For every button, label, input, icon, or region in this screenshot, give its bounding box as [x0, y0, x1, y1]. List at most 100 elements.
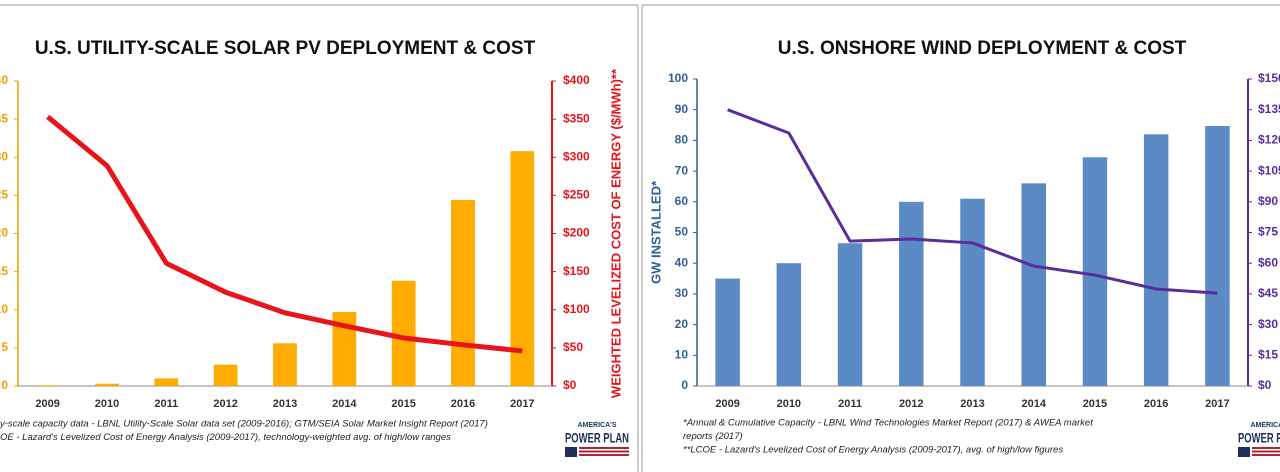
logo-stripe	[579, 454, 629, 456]
footnote: y-scale capacity data - LBNL Utility-Sca…	[0, 419, 488, 430]
y2-tick-label: $120	[1258, 133, 1280, 147]
y2-tick-label: $75	[1258, 225, 1278, 239]
y-tick-label: 70	[675, 163, 689, 177]
logo-stripe	[579, 447, 629, 449]
y2-tick-label: $400	[563, 73, 590, 87]
bar	[273, 343, 297, 386]
chart-title: U.S. ONSHORE WIND DEPLOYMENT & COST	[778, 38, 1187, 59]
y2-axis-title: WEIGHTED LEVELIZED COST OF ENERGY ($/MWh…	[608, 68, 623, 398]
y-tick-label: 50	[675, 225, 689, 239]
x-tick-label: 2015	[1083, 398, 1107, 410]
y-tick-label: 100	[668, 71, 688, 85]
logo-top: AMERICA'S	[578, 422, 617, 429]
y2-tick-label: $300	[563, 149, 590, 163]
y-tick-label: 20	[0, 226, 8, 240]
y2-tick-label: $15	[1258, 347, 1278, 361]
y-tick-label: 5	[1, 340, 8, 354]
y2-tick-label: $100	[563, 302, 590, 316]
logo-bottom: POWER PLAN	[565, 430, 629, 446]
y-axis-title: GW INSTALLED*	[648, 180, 663, 284]
x-tick-label: 2016	[1144, 398, 1168, 410]
bar	[837, 243, 863, 386]
bar	[35, 385, 60, 386]
bar	[95, 383, 119, 386]
y2-tick-label: $250	[563, 188, 590, 202]
y2-tick-label: $105	[1258, 163, 1280, 177]
chart-title: U.S. UTILITY-SCALE SOLAR PV DEPLOYMENT &…	[35, 38, 536, 59]
y2-tick-label: $45	[1258, 286, 1278, 300]
y-tick-label: 25	[0, 188, 8, 202]
cost-line	[727, 108, 1218, 295]
logo-stripe	[1252, 454, 1280, 456]
bar	[1143, 134, 1169, 386]
y2-tick-label: $150	[563, 264, 590, 278]
y2-tick-label: $350	[563, 111, 590, 125]
y-tick-label: 40	[675, 255, 689, 269]
footnote: *Annual & Cumulative Capacity - LBNL Win…	[683, 418, 1093, 429]
y-tick-label: 0	[681, 378, 688, 392]
y2-tick-label: $0	[563, 378, 577, 392]
y-tick-label: 90	[675, 102, 689, 116]
x-tick-label: 2014	[332, 398, 357, 410]
x-tick-label: 2011	[154, 398, 178, 410]
y-tick-label: 60	[675, 194, 689, 208]
y2-tick-label: $200	[563, 226, 590, 240]
x-tick-label: 2012	[899, 398, 923, 410]
logo-stripe	[579, 450, 629, 453]
x-tick-label: 2011	[838, 398, 862, 410]
bar	[715, 278, 740, 386]
x-tick-label: 2014	[1021, 398, 1046, 410]
y2-tick-label: $0	[1258, 378, 1272, 392]
y2-tick-label: $30	[1258, 317, 1278, 331]
bar	[1021, 183, 1046, 386]
bar	[391, 280, 416, 386]
y-tick-label: 0	[1, 378, 8, 392]
bar	[510, 151, 535, 386]
bar	[213, 364, 238, 386]
logo-bottom: POWER PLAN	[1238, 430, 1280, 446]
y-tick-label: 20	[675, 317, 689, 331]
x-tick-label: 2010	[95, 398, 119, 410]
bar	[451, 199, 475, 386]
bar	[960, 198, 985, 386]
y-tick-label: 15	[0, 264, 8, 278]
x-tick-label: 2012	[213, 398, 237, 410]
x-tick-label: 2017	[510, 398, 534, 410]
cost-line	[46, 114, 523, 354]
logo-flag	[565, 447, 577, 457]
footnote: **LCOE - Lazard's Levelized Cost of Ener…	[683, 445, 1063, 456]
x-tick-label: 2010	[777, 398, 801, 410]
x-tick-label: 2013	[960, 398, 984, 410]
footnote: reports (2017)	[683, 431, 743, 442]
y-tick-label: 40	[0, 73, 8, 87]
logo-flag	[1238, 447, 1250, 457]
y-tick-label: 10	[675, 347, 689, 361]
logo-stripe	[1252, 447, 1280, 449]
y-tick-label: 35	[0, 111, 8, 125]
y-tick-label: 30	[0, 149, 8, 163]
y-tick-label: 80	[675, 133, 689, 147]
logo-stripe	[1252, 450, 1280, 453]
bar	[899, 201, 924, 386]
x-tick-label: 2015	[391, 398, 415, 410]
x-tick-label: 2009	[715, 398, 739, 410]
y2-tick-label: $135	[1258, 102, 1280, 116]
bar	[332, 312, 357, 386]
y2-tick-label: $150	[1258, 71, 1280, 85]
bar	[1205, 125, 1230, 386]
bar	[776, 263, 802, 386]
y2-tick-label: $60	[1258, 255, 1278, 269]
footnote: OE - Lazard's Levelized Cost of Energy A…	[0, 432, 451, 443]
y2-tick-label: $50	[563, 340, 583, 354]
y2-tick-label: $90	[1258, 194, 1278, 208]
x-tick-label: 2016	[451, 398, 475, 410]
y-tick-label: 10	[0, 302, 8, 316]
x-tick-label: 2013	[273, 398, 297, 410]
bar	[154, 378, 179, 386]
bar	[1082, 157, 1108, 386]
x-tick-label: 2009	[35, 398, 59, 410]
x-tick-label: 2017	[1205, 398, 1229, 410]
logo-top: AMERICA'S	[1251, 422, 1280, 429]
